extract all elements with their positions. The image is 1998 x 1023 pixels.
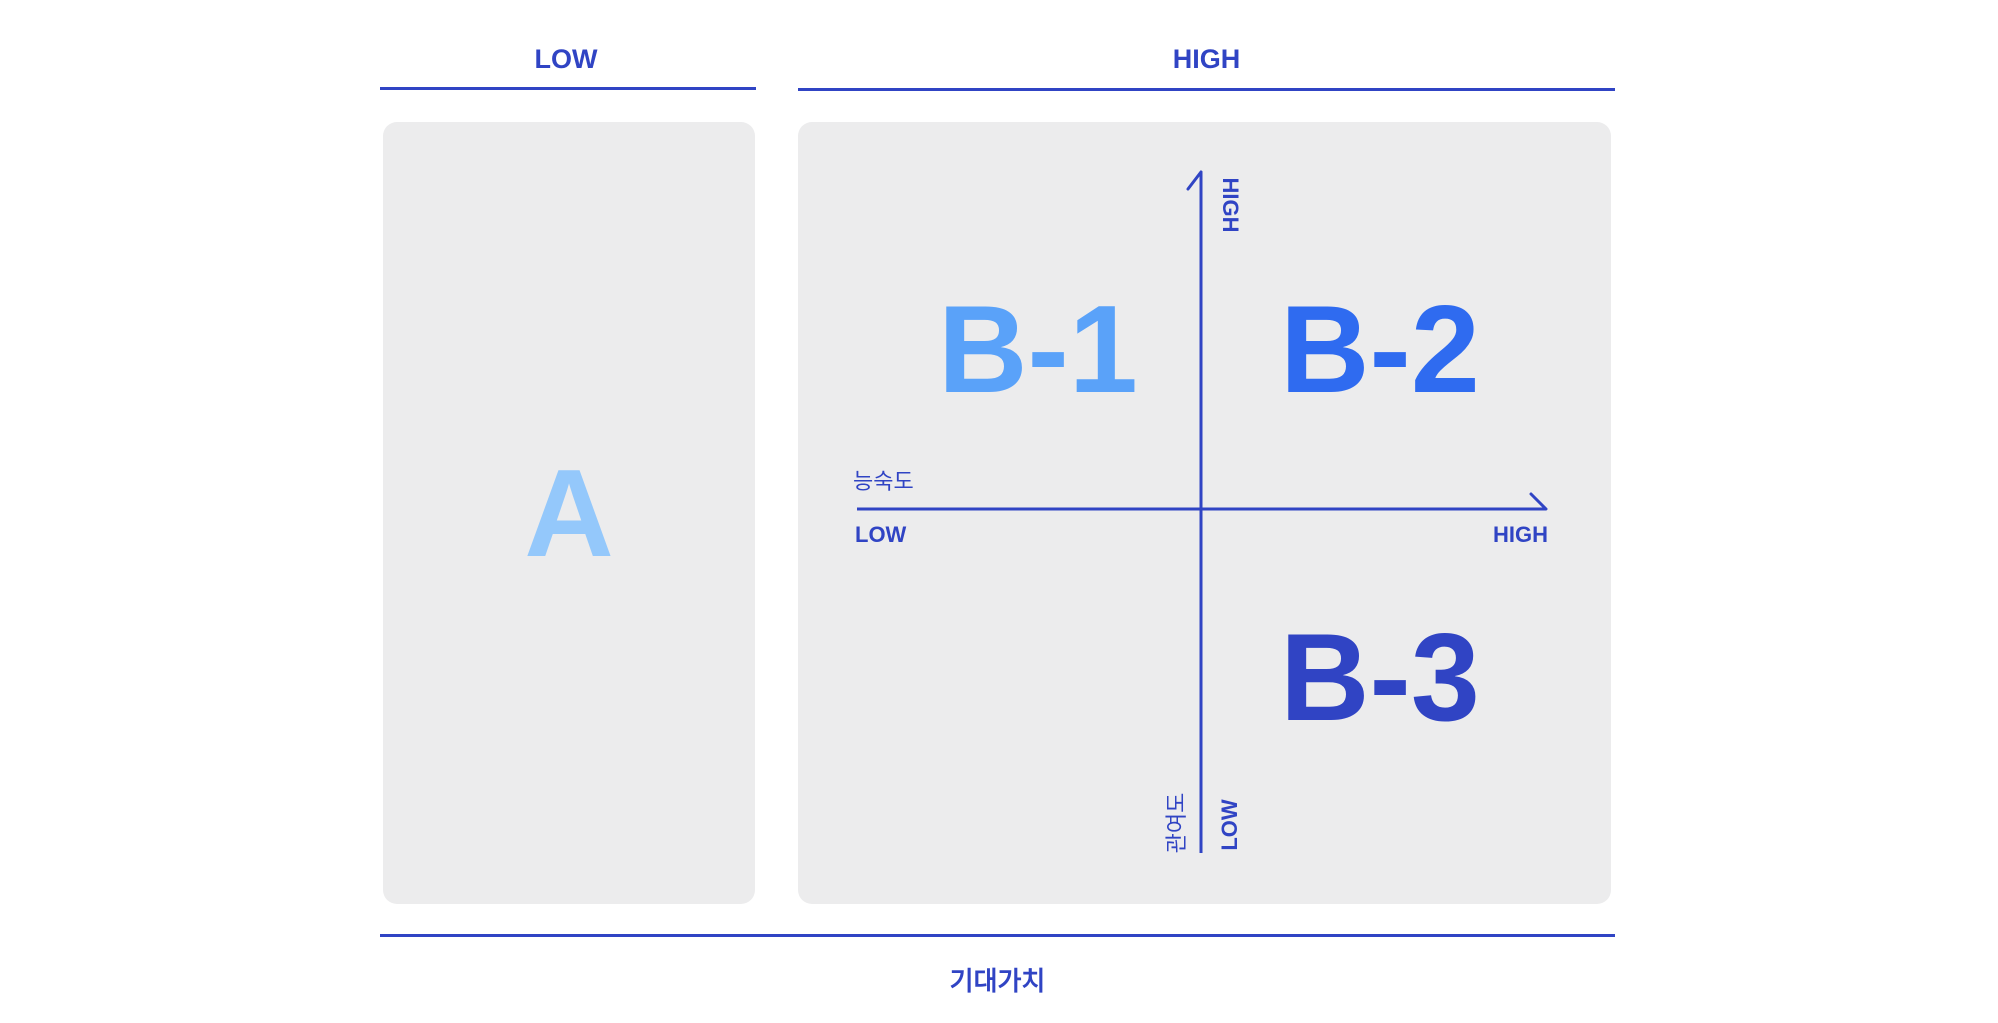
expected-value-title: 기대가치	[949, 967, 1046, 997]
segment-b1-label: B-1	[938, 281, 1138, 419]
y-axis-low-label: LOW	[1217, 799, 1242, 851]
low-header-rule	[380, 87, 756, 90]
high-header-rule	[798, 88, 1615, 91]
high-header-label: HIGH	[1172, 44, 1241, 74]
footer-rule	[380, 934, 1615, 937]
segment-a-label: A	[524, 445, 614, 583]
segment-a-panel	[383, 122, 755, 904]
x-axis-low-label: LOW	[855, 522, 907, 547]
segment-b3-label: B-3	[1280, 609, 1480, 747]
y-axis-title: 관여도	[1165, 792, 1190, 854]
segment-b2-label: B-2	[1280, 281, 1480, 419]
y-axis-high-label: HIGH	[1218, 177, 1243, 233]
x-axis-title: 능숙도	[853, 470, 914, 495]
x-axis-high-label: HIGH	[1493, 522, 1548, 547]
low-header-label: LOW	[534, 44, 598, 74]
segment-b-panel	[798, 122, 1611, 904]
